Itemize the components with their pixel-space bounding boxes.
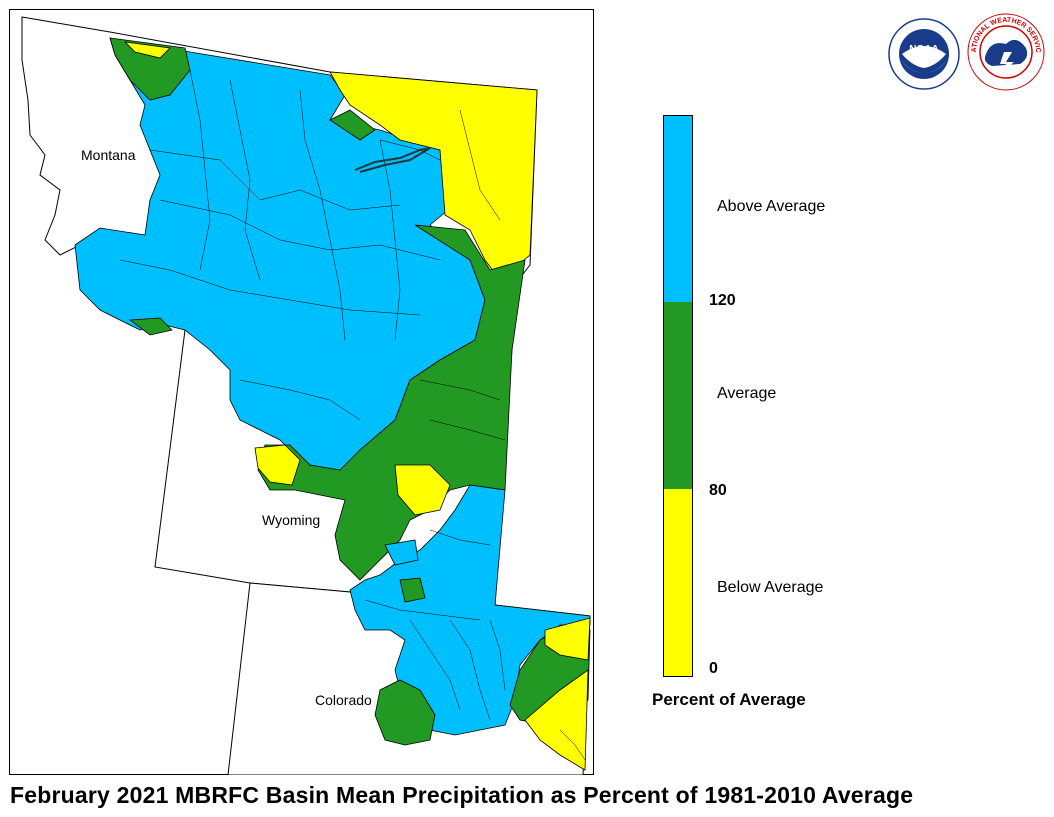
basin-map <box>21 16 591 775</box>
legend-tick-0: 0 <box>709 660 718 677</box>
basin-below-average-co-east-top <box>544 617 591 661</box>
basin-average-co-west <box>374 679 436 746</box>
reservoir-line <box>354 147 431 173</box>
legend-title: Percent of Average <box>652 690 806 709</box>
legend-above-swatch <box>664 116 692 302</box>
basin-below-average-wy-central <box>394 464 451 516</box>
basin-above-average-wy-sw <box>384 539 419 566</box>
basin-below-average-co-east-bottom <box>524 669 589 771</box>
legend-tick-80: 80 <box>709 482 727 499</box>
basin-average-northwest <box>109 37 191 101</box>
legend-average-label: Average <box>717 385 777 402</box>
basin-boundaries <box>119 69 586 761</box>
legend-tick-120: 120 <box>709 292 736 309</box>
legend-average-swatch <box>664 302 692 489</box>
basin-below-average-wy-west <box>254 444 301 486</box>
basin-average-wy-south <box>399 577 426 603</box>
noaa-logo-text: NOAA <box>909 44 938 55</box>
basin-average-northeast <box>329 109 376 141</box>
state-label-colorado: Colorado <box>315 692 372 708</box>
noaa-logo: NOAA <box>888 18 960 90</box>
basin-below-average-top <box>123 41 171 59</box>
legend-color-bar <box>663 115 693 677</box>
state-label-montana: Montana <box>81 147 136 163</box>
legend-above-label: Above Average <box>717 198 826 215</box>
legend-below-swatch <box>664 489 692 676</box>
map-caption: February 2021 MBRFC Basin Mean Precipita… <box>10 782 914 808</box>
nws-logo: NATIONAL WEATHER SERVICE <box>966 12 1045 91</box>
state-label-wyoming: Wyoming <box>262 512 321 528</box>
basin-average-mt-west <box>128 317 173 336</box>
basin-below-average-northeast <box>329 71 538 281</box>
legend-below-label: Below Average <box>717 579 824 596</box>
